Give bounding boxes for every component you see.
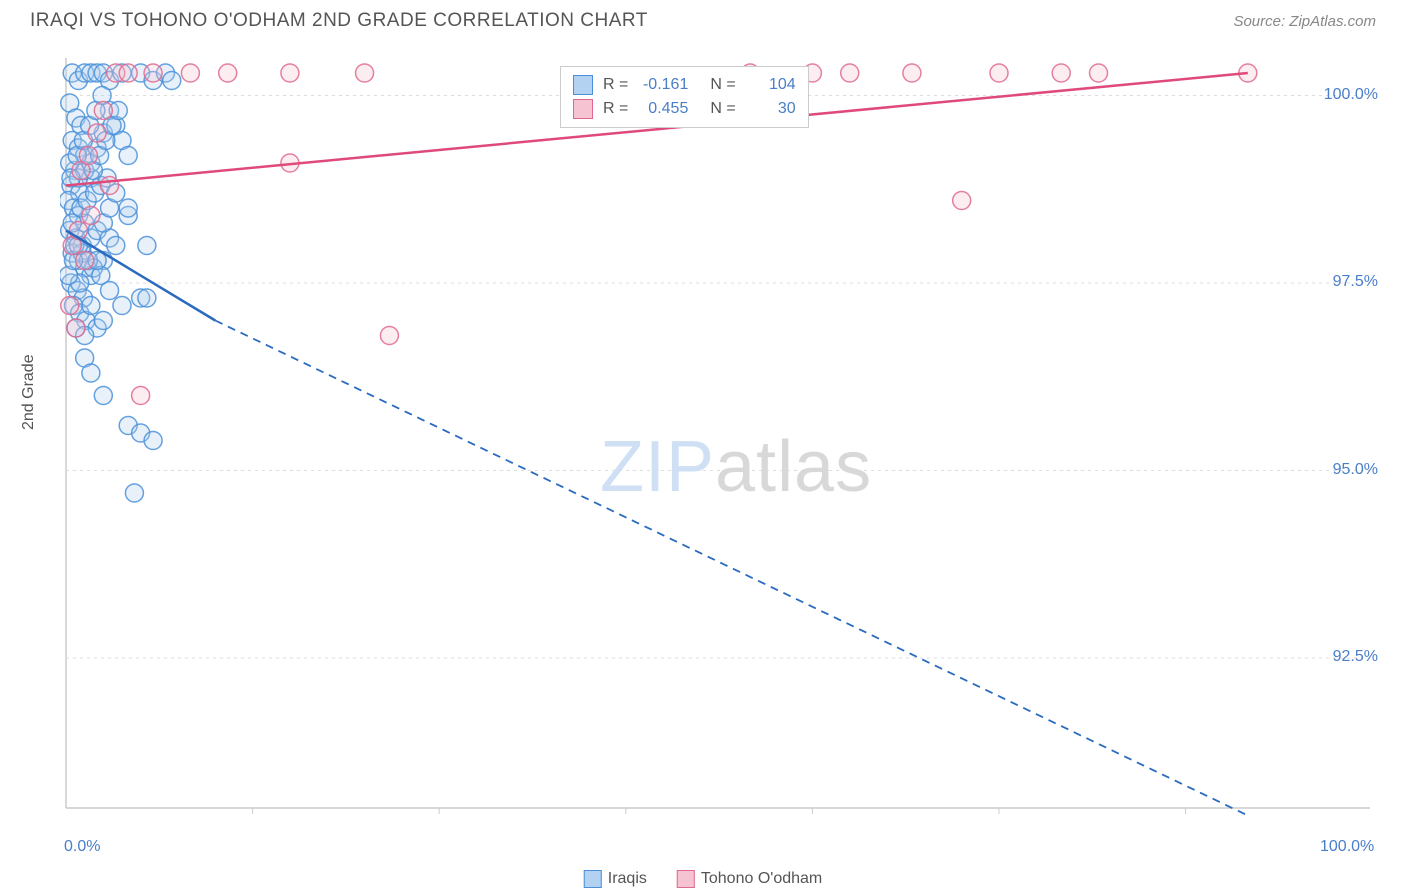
stats-r-value: -0.161	[638, 76, 688, 94]
stats-n-value: 30	[746, 100, 796, 118]
stats-r-label: R =	[603, 100, 628, 118]
y-tick-label: 95.0%	[1333, 461, 1378, 479]
stats-n-label: N =	[710, 76, 735, 94]
stats-n-label: N =	[710, 100, 735, 118]
x-tick-max: 100.0%	[1320, 838, 1374, 856]
source-attribution: Source: ZipAtlas.com	[1233, 13, 1376, 30]
legend: Iraqis Tohono O'odham	[584, 870, 822, 888]
legend-item: Tohono O'odham	[677, 870, 822, 888]
stats-row: R = 0.455 N = 30	[573, 97, 796, 121]
stats-r-label: R =	[603, 76, 628, 94]
stats-r-value: 0.455	[638, 100, 688, 118]
stats-swatch	[573, 75, 593, 95]
y-axis-label: 2nd Grade	[20, 354, 38, 430]
y-tick-label: 92.5%	[1333, 648, 1378, 666]
scatter-plot	[60, 48, 1380, 828]
legend-swatch	[584, 870, 602, 888]
stats-swatch	[573, 99, 593, 119]
y-tick-label: 100.0%	[1324, 86, 1378, 104]
x-tick-min: 0.0%	[64, 838, 100, 856]
correlation-stats-box: R = -0.161 N = 104 R = 0.455 N = 30	[560, 66, 809, 128]
legend-label: Tohono O'odham	[701, 870, 822, 888]
legend-label: Iraqis	[608, 870, 647, 888]
legend-item: Iraqis	[584, 870, 647, 888]
chart-title: IRAQI VS TOHONO O'ODHAM 2ND GRADE CORREL…	[30, 10, 648, 32]
legend-swatch	[677, 870, 695, 888]
stats-row: R = -0.161 N = 104	[573, 73, 796, 97]
y-tick-label: 97.5%	[1333, 273, 1378, 291]
stats-n-value: 104	[746, 76, 796, 94]
chart-area: ZIPatlas R =-0.161N =104R =0.455N =30 92…	[60, 48, 1380, 828]
